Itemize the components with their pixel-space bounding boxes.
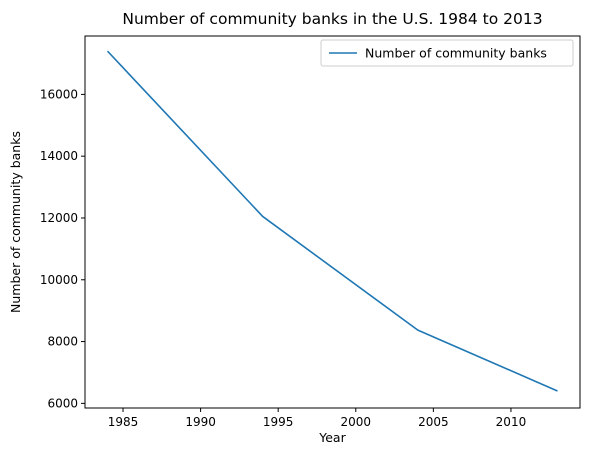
series-line	[106, 50, 558, 392]
x-tick-label: 2010	[496, 415, 527, 429]
chart-title: Number of community banks in the U.S. 19…	[122, 10, 542, 28]
x-tick-label: 1990	[185, 415, 216, 429]
y-tick-label: 14000	[40, 149, 78, 163]
y-tick-label: 16000	[40, 87, 78, 101]
legend-entry-label: Number of community banks	[365, 46, 547, 61]
legend-box	[320, 39, 574, 67]
y-axis-ticks: 6000 8000 10000 12000 14000 16000	[40, 87, 85, 410]
series-layer	[106, 50, 558, 392]
y-tick-label: 8000	[47, 335, 78, 349]
x-axis-label: Year	[318, 430, 346, 445]
y-tick-label: 12000	[40, 211, 78, 225]
x-tick-label: 2005	[418, 415, 449, 429]
x-tick-label: 2000	[341, 415, 372, 429]
x-tick-label: 1985	[108, 415, 139, 429]
y-tick-label: 6000	[47, 396, 78, 410]
y-tick-label: 10000	[40, 273, 78, 287]
plot-area: 1985 1990 1995 2000 2005 2010 6000 8000 10000 12…	[40, 35, 581, 429]
y-axis-label: Number of community banks	[8, 131, 23, 313]
axes-frame	[84, 35, 581, 409]
x-tick-label: 1995	[263, 415, 294, 429]
legend: Number of community banks	[320, 39, 574, 67]
x-axis-ticks: 1985 1990 1995 2000 2005 2010	[108, 408, 526, 429]
